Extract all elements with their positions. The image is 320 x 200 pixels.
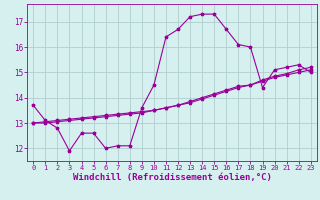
X-axis label: Windchill (Refroidissement éolien,°C): Windchill (Refroidissement éolien,°C): [73, 173, 271, 182]
